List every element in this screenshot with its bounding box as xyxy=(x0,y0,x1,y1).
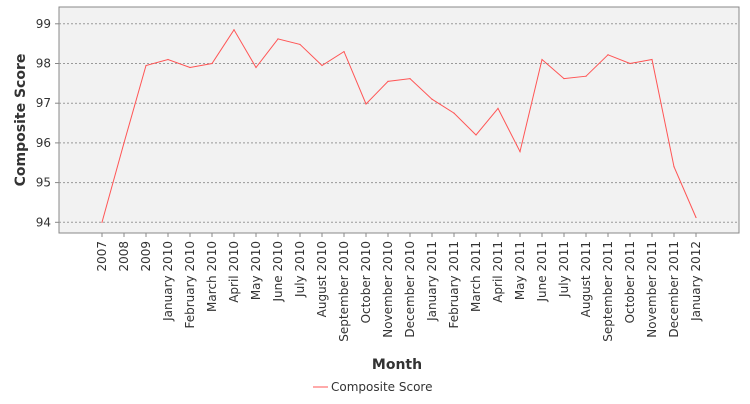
x-tick-label: October 2010 xyxy=(359,241,373,323)
y-tick-label: 95 xyxy=(36,176,51,190)
x-tick-label: 2009 xyxy=(139,241,153,272)
x-tick-label: August 2011 xyxy=(579,241,593,317)
series-line xyxy=(101,28,697,223)
x-tick-label: February 2011 xyxy=(447,241,461,329)
x-tick-label: November 2010 xyxy=(381,241,395,338)
x-tick-label: July 2010 xyxy=(293,241,307,298)
x-tick-label: May 2010 xyxy=(249,241,263,300)
x-tick-label: June 2011 xyxy=(535,241,549,303)
x-tick-label: November 2011 xyxy=(645,241,659,338)
x-tick-label: August 2010 xyxy=(315,241,329,317)
x-tick-label: January 2011 xyxy=(425,241,439,322)
data-point xyxy=(519,151,521,153)
legend-label: Composite Score xyxy=(331,380,432,394)
x-tick-label: January 2012 xyxy=(689,241,703,322)
data-point xyxy=(629,62,631,65)
x-tick-label: September 2011 xyxy=(601,241,615,342)
x-tick-label: March 2011 xyxy=(469,241,483,312)
y-tick-label: 97 xyxy=(36,96,51,110)
data-point xyxy=(673,166,675,168)
data-point xyxy=(431,98,433,100)
data-point xyxy=(123,142,125,144)
data-point xyxy=(211,62,213,65)
data-point xyxy=(453,112,455,114)
y-tick-label: 99 xyxy=(36,17,51,31)
y-axis-title: Composite Score xyxy=(13,54,29,187)
y-tick-label: 98 xyxy=(36,57,51,71)
x-tick-label: October 2011 xyxy=(623,241,637,323)
x-tick-label: 2008 xyxy=(117,241,131,272)
x-tick-label: March 2010 xyxy=(205,241,219,312)
y-axis: 94 95 96 97 98 99 xyxy=(36,17,59,229)
x-tick-label: July 2011 xyxy=(557,241,571,298)
x-tick-label: January 2010 xyxy=(161,241,175,322)
data-point xyxy=(321,64,323,67)
data-point xyxy=(277,38,279,40)
x-tick-label: April 2010 xyxy=(227,241,241,303)
data-point xyxy=(255,66,257,69)
x-tick-label: May 2011 xyxy=(513,241,527,300)
data-point xyxy=(233,29,235,31)
data-point xyxy=(585,75,587,77)
x-axis-title: Month xyxy=(372,357,422,373)
x-tick-label: June 2010 xyxy=(271,241,285,303)
x-tick-label: December 2011 xyxy=(667,241,681,338)
data-point xyxy=(365,103,367,105)
data-point xyxy=(189,66,191,69)
x-tick-label: February 2010 xyxy=(183,241,197,329)
plot-area xyxy=(58,6,740,234)
data-point xyxy=(541,58,543,61)
x-tick-label: December 2010 xyxy=(403,241,417,338)
data-point xyxy=(475,134,477,136)
x-tick-label: 2007 xyxy=(95,241,109,272)
x-axis: 2007 2008 2009 January 2010 February 2010 Mar… xyxy=(95,233,703,342)
data-point xyxy=(167,58,169,61)
data-point xyxy=(607,54,609,56)
y-tick-label: 94 xyxy=(36,215,51,229)
data-point xyxy=(651,58,653,61)
data-point xyxy=(497,107,499,109)
data-point xyxy=(387,80,389,82)
data-point xyxy=(563,77,565,80)
gridlines xyxy=(59,23,739,223)
data-point xyxy=(695,216,697,219)
data-point xyxy=(343,50,345,53)
x-tick-label: April 2011 xyxy=(491,241,505,303)
series-layer xyxy=(101,28,697,223)
x-tick-label: September 2010 xyxy=(337,241,351,342)
legend: Composite Score xyxy=(313,380,432,394)
data-point xyxy=(299,43,301,46)
data-point xyxy=(145,64,147,67)
data-point xyxy=(101,221,103,223)
data-point xyxy=(409,77,411,80)
y-tick-label: 96 xyxy=(36,136,51,150)
